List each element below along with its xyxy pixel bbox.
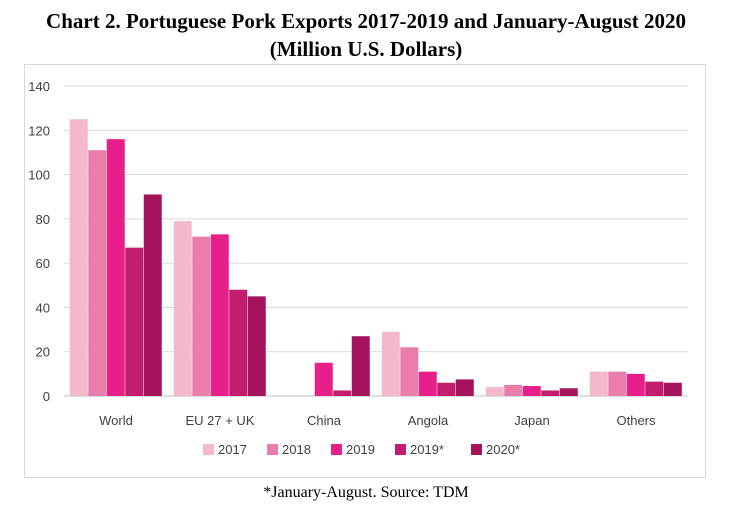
chart-title: Chart 2. Portuguese Pork Exports 2017-20… [46, 9, 686, 33]
y-tick-label: 20 [36, 345, 50, 360]
x-tick-label: Japan [514, 413, 549, 428]
bar-others-2017 [589, 371, 608, 396]
x-tick-label: World [99, 413, 133, 428]
y-tick-label: 80 [36, 212, 50, 227]
bar-world-2018 [88, 150, 107, 396]
bar-others-2019 [626, 373, 645, 396]
legend-swatch [331, 444, 342, 455]
bar-japan-2017 [485, 387, 504, 396]
bar-eu-27-uk-2020star [247, 296, 266, 396]
bar-japan-2019 [522, 386, 541, 396]
bar-angola-2019 [418, 371, 437, 396]
bar-eu-27-uk-2019star [229, 289, 248, 396]
bar-china-2020star [351, 336, 370, 396]
y-tick-label: 140 [28, 79, 50, 94]
bar-japan-2018 [504, 384, 523, 396]
bar-china-2019star [333, 390, 352, 396]
legend-swatch [471, 444, 482, 455]
bar-eu-27-uk-2018 [192, 236, 211, 396]
bar-world-2019star [125, 247, 144, 396]
legend-label: 2017 [218, 442, 247, 457]
bar-japan-2020star [559, 388, 578, 396]
bar-japan-2019star [541, 390, 560, 396]
bar-angola-2020star [455, 379, 474, 396]
y-tick-label: 100 [28, 168, 50, 183]
y-tick-label: 0 [43, 389, 50, 404]
bar-angola-2019star [437, 382, 456, 396]
chart-subtitle: (Million U.S. Dollars) [269, 37, 463, 61]
bar-others-2019star [645, 381, 664, 396]
legend-label: 2019* [410, 442, 444, 457]
bar-eu-27-uk-2017 [173, 221, 192, 396]
y-tick-label: 120 [28, 123, 50, 138]
bar-others-2018 [608, 371, 627, 396]
bar-angola-2018 [400, 347, 419, 396]
x-tick-label: Others [616, 413, 656, 428]
legend-swatch [203, 444, 214, 455]
bar-world-2020star [143, 194, 162, 396]
bar-china-2019 [314, 362, 333, 396]
legend-label: 2018 [282, 442, 311, 457]
legend-swatch [395, 444, 406, 455]
bar-others-2020star [663, 382, 682, 396]
y-tick-label: 40 [36, 300, 50, 315]
bar-world-2019 [106, 139, 125, 396]
bar-angola-2017 [381, 331, 400, 396]
legend-label: 2020* [486, 442, 520, 457]
bar-eu-27-uk-2019 [210, 234, 229, 396]
legend-swatch [267, 444, 278, 455]
x-tick-label: China [307, 413, 342, 428]
x-tick-label: Angola [408, 413, 449, 428]
legend-label: 2019 [346, 442, 375, 457]
x-tick-label: EU 27 + UK [185, 413, 254, 428]
footnote: *January-August. Source: TDM [263, 484, 469, 501]
y-tick-label: 60 [36, 256, 50, 271]
bar-world-2017 [69, 119, 88, 396]
